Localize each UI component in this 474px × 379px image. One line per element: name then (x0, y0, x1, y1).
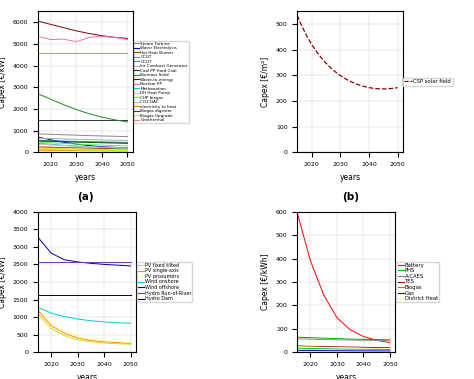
Legend: Steam Turbine, Water Electrolysis, Hot Heat Burner, CCGT, OCGT, Int Combust Gene: Steam Turbine, Water Electrolysis, Hot H… (134, 41, 189, 123)
Y-axis label: Capex [€/kW]: Capex [€/kW] (0, 56, 7, 108)
Y-axis label: Capex [€/kWh]: Capex [€/kWh] (261, 254, 270, 310)
X-axis label: years: years (76, 373, 98, 379)
Legend: CSP solar field: CSP solar field (402, 78, 453, 86)
X-axis label: years: years (75, 172, 96, 182)
Legend: PV fixed tilted, PV single-axis, PV prosumers, Wind onshore, Wind offshore, Hydr: PV fixed tilted, PV single-axis, PV pros… (137, 262, 192, 302)
Text: (a): (a) (77, 192, 93, 202)
Text: (b): (b) (342, 192, 359, 202)
X-axis label: years: years (336, 373, 357, 379)
Y-axis label: Capex [€/kW]: Capex [€/kW] (0, 256, 7, 308)
Legend: Battery, PHS, A-CAES, TES, Biogas, Gas, District Heat: Battery, PHS, A-CAES, TES, Biogas, Gas, … (396, 262, 439, 302)
Y-axis label: Capex [€/m²]: Capex [€/m²] (261, 57, 270, 107)
X-axis label: years: years (340, 172, 361, 182)
